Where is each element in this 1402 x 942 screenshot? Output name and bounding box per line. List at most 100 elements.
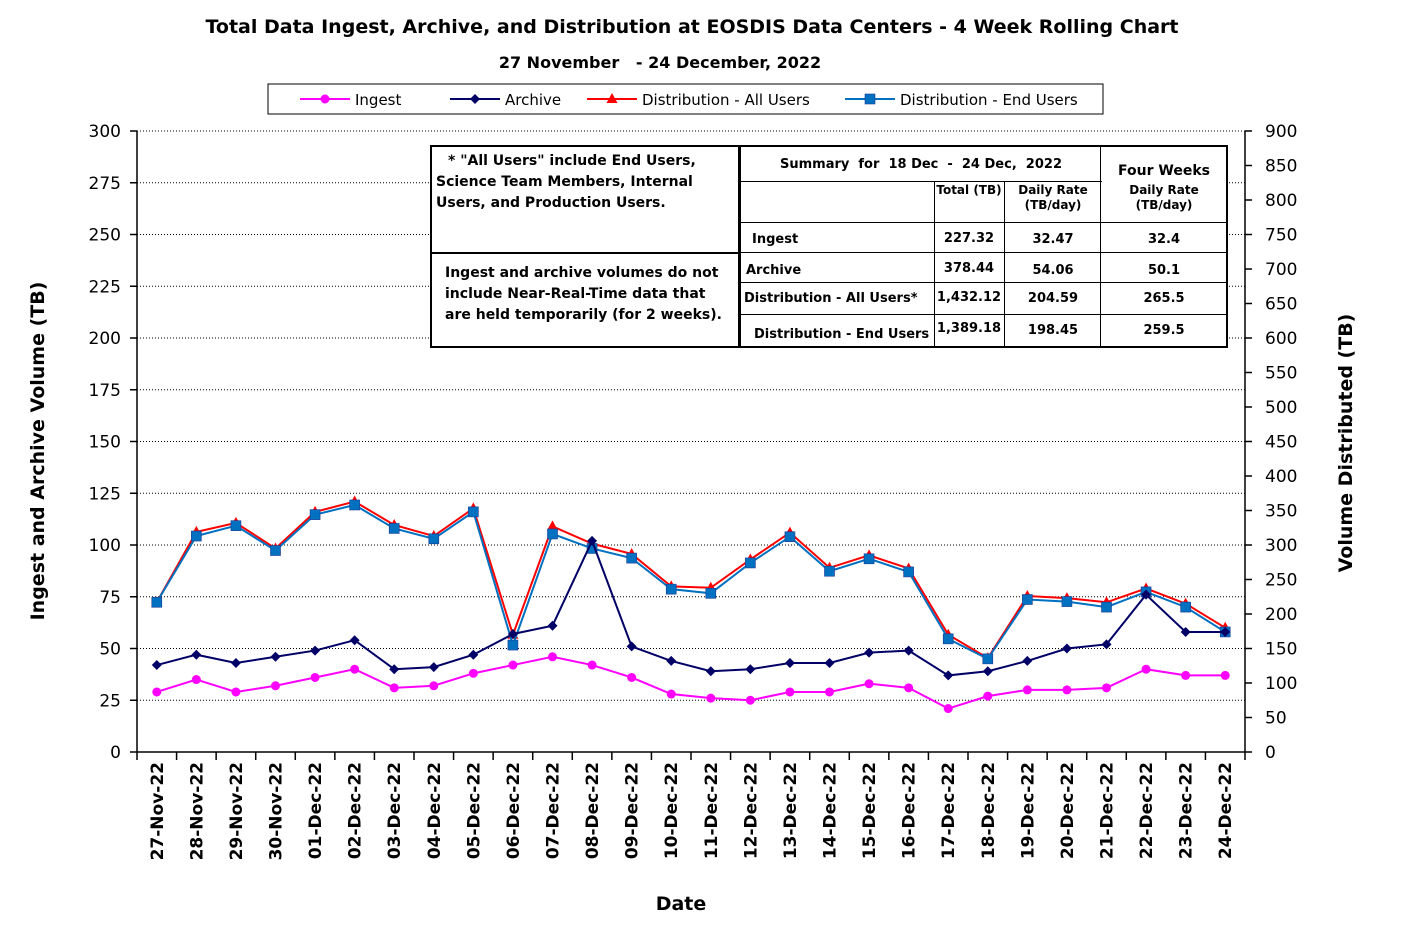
summary-row-label: Distribution - End Users <box>754 327 930 342</box>
legend: Ingest Archive Distribution - All Users Dis… <box>267 83 1104 115</box>
data-point <box>1101 639 1112 650</box>
y-left-tick-label: 225 <box>89 277 121 297</box>
chart-title: Total Data Ingest, Archive, and Distribu… <box>205 16 1178 38</box>
data-point <box>1022 594 1033 605</box>
x-tick-label: 28-Nov-22 <box>187 762 207 860</box>
data-point <box>1061 596 1073 607</box>
x-tick-label: 05-Dec-22 <box>464 762 484 859</box>
legend-marker <box>470 94 480 104</box>
legend-label: Distribution - End Users <box>900 91 1078 109</box>
data-point <box>784 657 795 668</box>
y-left-tick-label: 300 <box>89 122 121 142</box>
data-point <box>942 633 954 645</box>
data-point <box>666 689 676 699</box>
data-point <box>587 535 598 546</box>
x-tick-label: 02-Dec-22 <box>346 762 366 859</box>
x-tick-label: 07-Dec-22 <box>544 762 564 859</box>
x-tick-label: 12-Dec-22 <box>741 762 761 859</box>
x-tick-label: 03-Dec-22 <box>385 762 405 859</box>
data-point <box>587 660 597 670</box>
data-point <box>745 695 755 705</box>
data-point <box>1022 685 1032 695</box>
note-nrt: Ingest and archive volumes do not includ… <box>445 265 722 323</box>
y-right-tick-label: 600 <box>1265 329 1297 349</box>
y-left-tick-label: 75 <box>99 588 121 608</box>
y-left-tick-label: 175 <box>89 381 121 401</box>
y-left-tick-label: 100 <box>89 536 121 556</box>
summary-row-total: 227.32 <box>943 231 995 246</box>
x-tick-label: 15-Dec-22 <box>860 762 880 859</box>
y-right-tick-label: 650 <box>1265 295 1297 315</box>
summary-row-daily: 32.47 <box>1032 232 1074 247</box>
data-point <box>745 664 756 675</box>
data-point <box>349 499 360 511</box>
legend-marker <box>864 93 876 105</box>
x-tick-label: 29-Nov-22 <box>227 762 247 860</box>
y-right-tick-label: 400 <box>1265 467 1297 487</box>
x-tick-label: 10-Dec-22 <box>662 762 682 859</box>
data-point <box>191 530 202 542</box>
summary-row-total: 1,432.12 <box>936 290 1002 305</box>
summary-col-four-daily: Daily Rate (TB/day) <box>1129 183 1199 212</box>
legend-label: Distribution - All Users <box>642 91 810 109</box>
data-point <box>428 533 440 545</box>
summary-row-four: 50.1 <box>1147 263 1181 278</box>
data-point <box>548 652 557 662</box>
data-point <box>665 583 677 595</box>
data-point <box>428 662 439 673</box>
legend-item: Distribution - All Users <box>587 91 810 109</box>
series-ingest <box>152 652 1230 714</box>
summary-row-four: 265.5 <box>1143 291 1185 306</box>
data-point <box>864 647 875 658</box>
legend-item: Distribution - End Users <box>845 91 1078 109</box>
x-tick-label: 06-Dec-22 <box>504 762 524 859</box>
data-point <box>429 681 439 691</box>
data-point <box>230 520 242 531</box>
summary-four-weeks: Four Weeks <box>1118 163 1210 179</box>
summary-row-four: 32.4 <box>1147 232 1181 247</box>
data-point <box>309 509 321 520</box>
data-point <box>151 660 162 671</box>
data-point <box>349 635 360 646</box>
data-point <box>1141 664 1151 674</box>
summary-row-label: Distribution - All Users* <box>744 291 918 306</box>
legend-marker <box>320 94 330 104</box>
data-point <box>825 687 834 697</box>
summary-row-daily: 54.06 <box>1032 263 1074 278</box>
data-point <box>904 683 914 693</box>
y-right-tick-label: 100 <box>1265 674 1297 694</box>
summary-row-total: 1,389.18 <box>936 321 1002 336</box>
y-left-tick-label: 275 <box>89 174 121 194</box>
x-tick-label: 13-Dec-22 <box>781 762 801 859</box>
summary-table: Summary for 18 Dec - 24 Dec, 2022 Four W… <box>738 145 1228 348</box>
data-point <box>270 545 281 556</box>
series-line <box>156 538 1226 677</box>
data-point <box>745 557 756 569</box>
data-point <box>982 653 994 665</box>
data-point <box>547 520 558 531</box>
series <box>151 495 1231 714</box>
data-point <box>903 566 914 578</box>
x-tick-label: 19-Dec-22 <box>1018 762 1038 859</box>
data-point <box>784 531 796 543</box>
data-point <box>1022 655 1033 666</box>
data-point <box>152 687 162 697</box>
x-tick-label: 20-Dec-22 <box>1058 762 1078 859</box>
y-axis-right-label: Volume Distributed (TB) <box>1335 314 1357 573</box>
y-left-tick-label: 200 <box>89 329 121 349</box>
data-point <box>468 649 479 660</box>
data-point <box>547 528 558 540</box>
data-point <box>270 651 281 662</box>
data-point <box>468 506 479 518</box>
data-point <box>666 655 677 666</box>
data-point <box>705 587 717 599</box>
x-tick-label: 30-Nov-22 <box>267 762 287 860</box>
summary-col-daily: Daily Rate (TB/day) <box>1018 183 1088 212</box>
x-tick-label: 04-Dec-22 <box>425 762 445 859</box>
data-point <box>903 645 914 656</box>
y-right-tick-label: 500 <box>1265 398 1297 418</box>
y-right-tick-label: 800 <box>1265 191 1297 211</box>
summary-row-label: Archive <box>746 263 802 278</box>
note-all-users: * "All Users" include End Users, Science… <box>436 153 696 211</box>
x-axis-label: Date <box>656 893 707 915</box>
